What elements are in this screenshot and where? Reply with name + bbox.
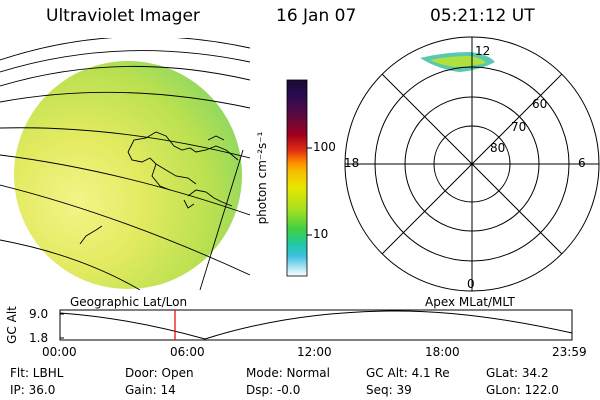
footer-filter: Flt: LBHL (10, 366, 64, 380)
footer-glon: GLon: 122.0 (486, 383, 559, 397)
panel-label-apex: Apex MLat/MLT (425, 295, 515, 309)
mlt-label-0: 0 (467, 277, 475, 291)
alt-axis-label: GC Alt (5, 306, 19, 344)
footer-gc-alt: GC Alt: 4.1 Re (366, 366, 450, 380)
alt-tick-high: 9.0 (29, 307, 49, 321)
date-label: 16 Jan 07 (276, 6, 357, 26)
panel-label-geographic: Geographic Lat/Lon (70, 295, 188, 309)
altitude-plot (59, 309, 573, 341)
mlt-label-6: 6 (578, 156, 586, 170)
colorbar-tick-100: 100 (313, 140, 336, 154)
footer-gain: Gain: 14 (125, 383, 176, 397)
lat-label-60: 60 (532, 97, 548, 111)
earth-image (14, 61, 242, 289)
mlt-label-18: 18 (344, 156, 360, 170)
colorbar (286, 79, 312, 277)
colorbar-tick-10: 10 (313, 227, 329, 241)
polar-plot (344, 36, 600, 292)
x-tick-1800: 18:00 (425, 345, 460, 359)
mlt-label-12: 12 (475, 44, 491, 58)
x-tick-0000: 00:00 (42, 345, 77, 359)
footer-ip: IP: 36.0 (10, 383, 56, 397)
footer-glat: GLat: 34.2 (486, 366, 549, 380)
lat-label-80: 80 (490, 141, 506, 155)
footer-mode: Mode: Normal (246, 366, 330, 380)
footer-door: Door: Open (125, 366, 194, 380)
instrument-title: Ultraviolet Imager (46, 6, 200, 26)
geo-graticule (0, 38, 250, 290)
x-tick-2359: 23:59 (552, 345, 587, 359)
lat-label-70: 70 (511, 120, 527, 134)
time-label: 05:21:12 UT (430, 6, 535, 26)
x-tick-0600: 06:00 (170, 345, 205, 359)
footer-dsp: Dsp: -0.0 (246, 383, 301, 397)
x-tick-1200: 12:00 (297, 345, 332, 359)
coastline (79, 131, 239, 245)
alt-tick-low: 1.8 (29, 331, 49, 345)
footer-seq: Seq: 39 (366, 383, 412, 397)
colorbar-unit: photon cm⁻²s⁻¹ (255, 131, 269, 225)
